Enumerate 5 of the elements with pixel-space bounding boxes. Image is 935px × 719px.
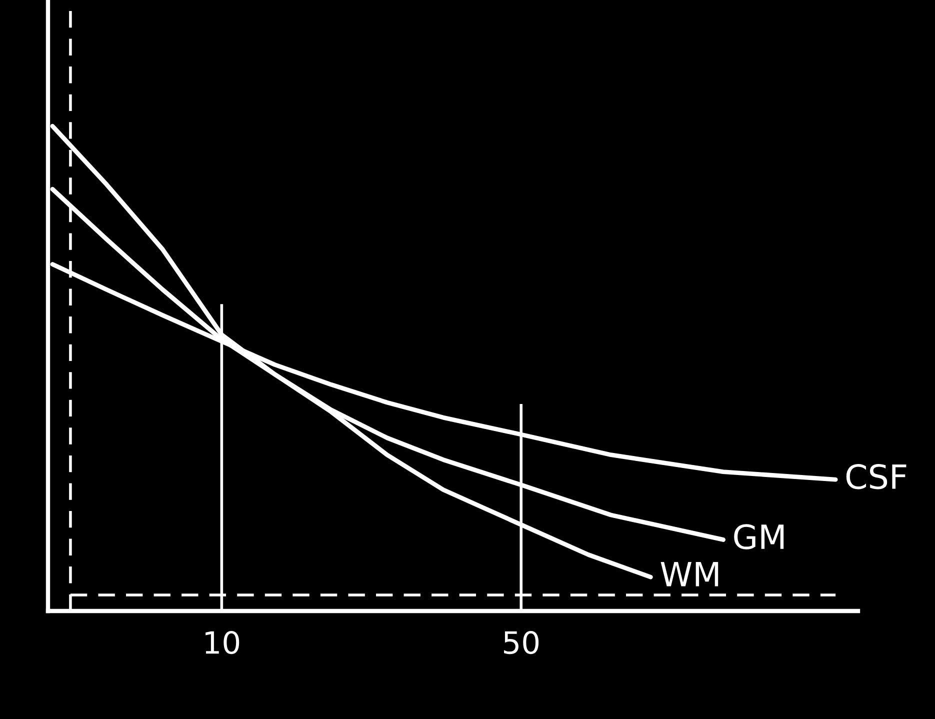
series-label: GM <box>734 524 784 550</box>
series-label: CSF <box>846 464 906 490</box>
series-label: WM <box>660 562 718 586</box>
x-tick-label: 50 <box>504 630 539 654</box>
x-tick-label: 10 <box>206 630 240 654</box>
